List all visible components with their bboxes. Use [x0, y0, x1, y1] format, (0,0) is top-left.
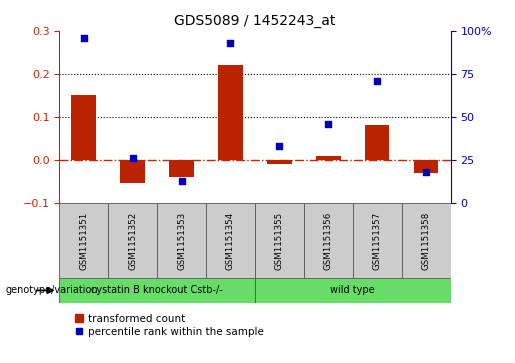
Point: [226, 40, 234, 46]
Bar: [121, 160, 145, 183]
Text: GSM1151355: GSM1151355: [275, 211, 284, 270]
Bar: [206, 203, 255, 278]
Text: GSM1151352: GSM1151352: [128, 211, 137, 270]
Bar: [255, 203, 304, 278]
Bar: [304, 203, 353, 278]
Text: cystatin B knockout Cstb-/-: cystatin B knockout Cstb-/-: [91, 285, 223, 295]
Bar: [402, 203, 451, 278]
Bar: [255, 278, 451, 303]
Legend: transformed count, percentile rank within the sample: transformed count, percentile rank withi…: [75, 314, 264, 337]
Bar: [169, 160, 194, 176]
Title: GDS5089 / 1452243_at: GDS5089 / 1452243_at: [174, 15, 336, 28]
Bar: [157, 203, 206, 278]
Point: [177, 178, 185, 184]
Text: genotype/variation: genotype/variation: [5, 285, 98, 295]
Bar: [353, 203, 402, 278]
Point: [373, 78, 381, 84]
Bar: [59, 203, 108, 278]
Bar: [267, 160, 291, 164]
Point: [422, 169, 430, 175]
Bar: [59, 278, 255, 303]
Bar: [365, 125, 389, 160]
Text: GSM1151357: GSM1151357: [373, 211, 382, 270]
Bar: [414, 160, 438, 173]
Bar: [218, 65, 243, 160]
Text: GSM1151358: GSM1151358: [422, 211, 431, 270]
Text: wild type: wild type: [331, 285, 375, 295]
Point: [129, 155, 137, 161]
Bar: [108, 203, 157, 278]
Text: GSM1151356: GSM1151356: [324, 211, 333, 270]
Text: GSM1151354: GSM1151354: [226, 211, 235, 270]
Text: GSM1151351: GSM1151351: [79, 211, 88, 270]
Text: GSM1151353: GSM1151353: [177, 211, 186, 270]
Point: [324, 121, 333, 127]
Point: [79, 35, 88, 41]
Bar: [72, 95, 96, 160]
Point: [275, 143, 283, 149]
Bar: [316, 156, 340, 160]
